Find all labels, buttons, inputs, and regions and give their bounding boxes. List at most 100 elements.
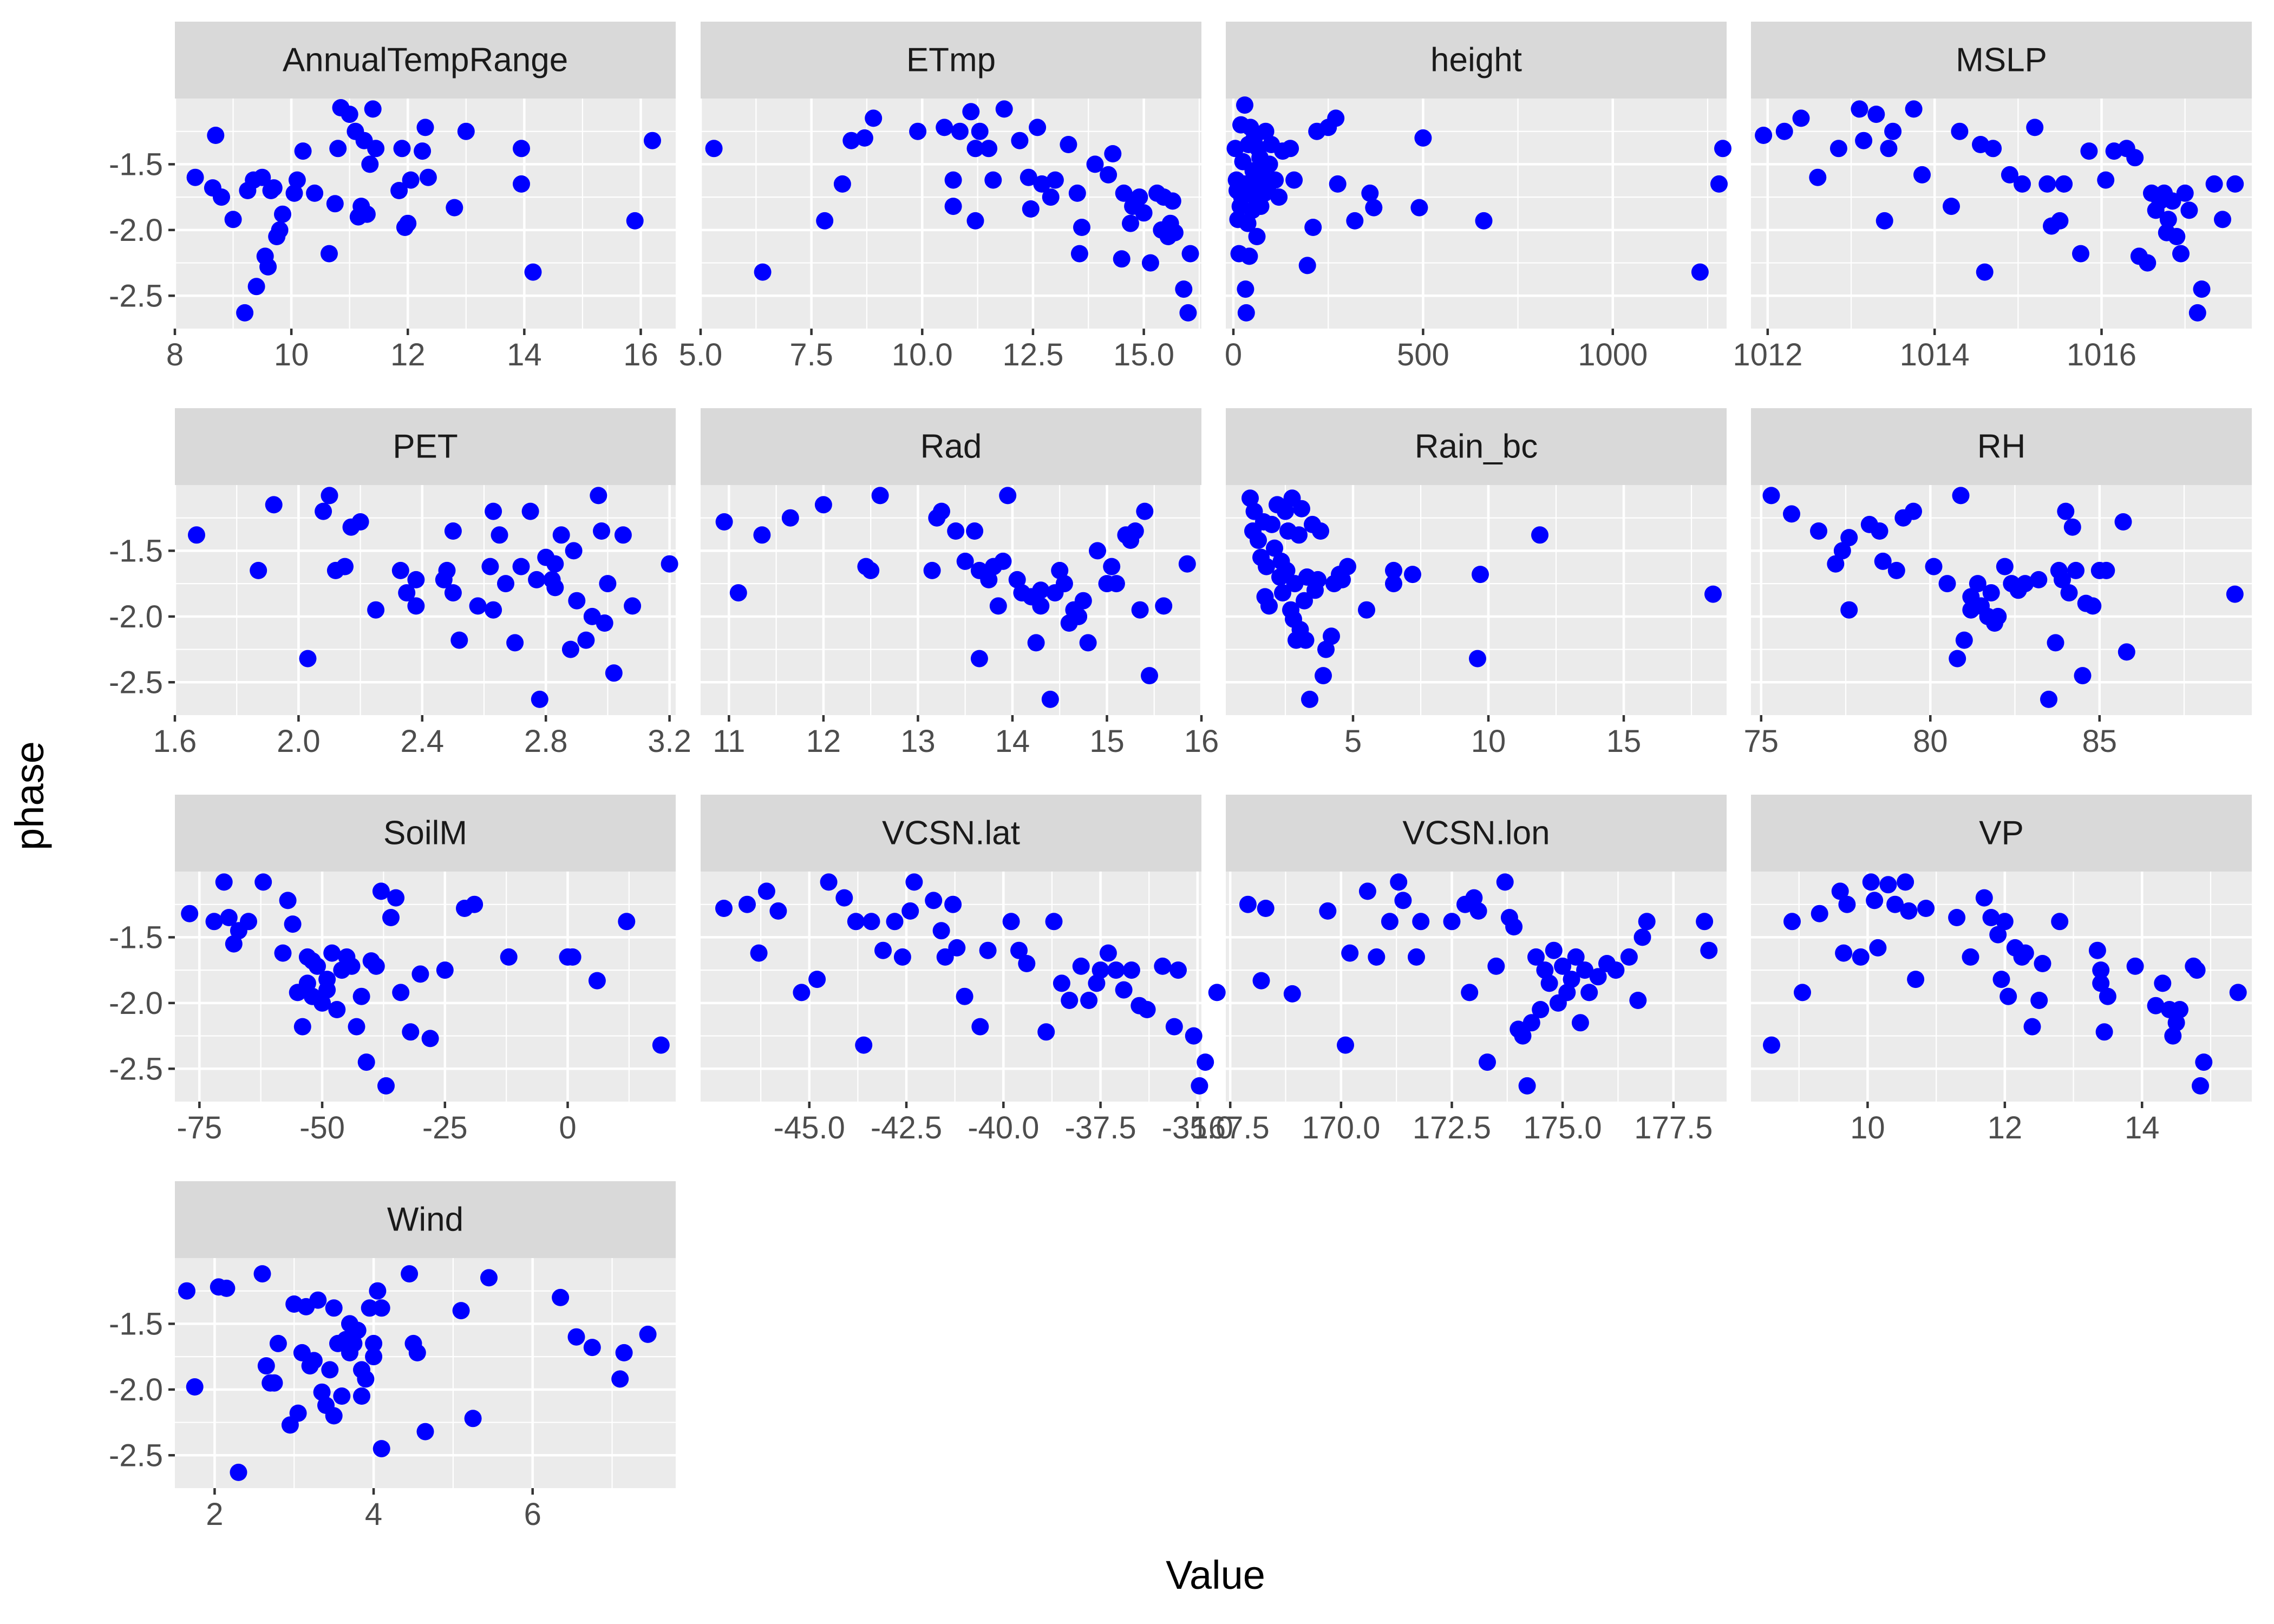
data-point — [1607, 961, 1625, 979]
data-point — [1181, 245, 1199, 263]
data-point — [1783, 505, 1800, 523]
data-point — [639, 1325, 657, 1343]
data-point — [970, 650, 988, 667]
data-point — [497, 575, 514, 593]
data-point — [269, 1334, 287, 1352]
data-point — [980, 571, 998, 588]
data-point — [421, 1030, 439, 1047]
data-point — [2226, 175, 2244, 193]
data-point — [1862, 873, 1880, 891]
data-point — [947, 522, 965, 540]
facet-strip-label: ETmp — [906, 42, 996, 79]
data-point — [862, 561, 880, 579]
data-point — [1691, 263, 1709, 281]
facet-strip-label: Rain_bc — [1415, 428, 1538, 466]
data-point — [901, 902, 919, 920]
data-point — [1469, 902, 1487, 920]
x-tick-label: 6 — [524, 1497, 541, 1532]
data-point — [1239, 895, 1257, 913]
data-point — [341, 106, 358, 123]
facet-vcsn-lat: VCSN.lat -45.0 -42.5 -40.0 -37.5 -35.0 — [701, 795, 1233, 1145]
data-point — [1053, 974, 1070, 992]
data-point — [1996, 913, 2014, 931]
data-point — [318, 981, 336, 999]
data-point — [333, 1387, 351, 1405]
data-point — [513, 175, 530, 193]
data-point — [1115, 981, 1133, 999]
data-point — [1907, 971, 1925, 988]
data-point — [348, 1018, 365, 1036]
data-point — [583, 1339, 601, 1357]
data-point — [2016, 944, 2034, 962]
data-point — [855, 1036, 873, 1054]
data-point — [2014, 175, 2031, 193]
data-point — [524, 263, 542, 281]
data-point — [865, 109, 883, 127]
data-point — [373, 1299, 390, 1317]
data-point — [2168, 228, 2186, 245]
data-point — [240, 913, 257, 931]
data-point — [2205, 175, 2223, 193]
data-point — [2067, 561, 2084, 579]
data-point — [971, 122, 989, 140]
data-point — [1365, 199, 1383, 217]
data-point — [2055, 175, 2073, 193]
facet-strip — [1751, 795, 2252, 872]
data-point — [1952, 487, 1970, 505]
data-point — [285, 184, 303, 202]
data-point — [1762, 487, 1780, 505]
x-tick-label: 10 — [1471, 724, 1506, 759]
data-point — [1154, 957, 1172, 975]
data-point — [1319, 902, 1337, 920]
data-point — [1136, 502, 1154, 520]
data-point — [531, 690, 548, 708]
data-point — [2192, 1077, 2209, 1095]
data-point — [2126, 957, 2144, 975]
data-point — [1951, 122, 1969, 140]
data-point — [661, 555, 678, 573]
facet-rad: Rad 11 12 13 14 15 16 — [701, 408, 1219, 759]
x-tick-label: 0 — [1225, 337, 1242, 372]
data-point — [2097, 171, 2115, 189]
data-point — [512, 558, 530, 575]
data-point — [1131, 188, 1148, 206]
data-point — [1536, 961, 1554, 979]
x-tick-label: 1012 — [1733, 337, 1802, 372]
data-point — [257, 1357, 275, 1375]
data-point — [1241, 489, 1259, 507]
data-point — [1531, 526, 1548, 544]
data-point — [1018, 955, 1036, 972]
data-point — [2167, 1014, 2185, 1032]
data-point — [1714, 140, 1731, 158]
data-point — [2226, 585, 2244, 603]
data-point — [1042, 188, 1060, 206]
data-point — [1505, 918, 1523, 935]
data-point — [1996, 558, 2014, 575]
data-point — [1061, 992, 1079, 1009]
data-point — [2214, 211, 2231, 228]
x-tick-label: 172.5 — [1413, 1110, 1491, 1145]
data-point — [1527, 948, 1545, 966]
data-point — [444, 584, 462, 602]
data-point — [2030, 571, 2048, 588]
data-point — [1165, 1018, 1183, 1036]
data-point — [1620, 948, 1638, 966]
data-point — [966, 522, 984, 540]
x-tick-label: 3.2 — [648, 724, 691, 759]
data-point — [1283, 985, 1301, 1003]
data-point — [1135, 204, 1153, 222]
data-point — [1122, 214, 1139, 232]
facet-strip-label: VCSN.lat — [882, 815, 1020, 852]
data-point — [1252, 198, 1270, 215]
facet-height: height 0 500 1000 — [1225, 22, 1731, 372]
data-point — [568, 592, 586, 610]
data-point — [715, 900, 733, 917]
data-point — [1051, 561, 1069, 579]
data-point — [1103, 558, 1121, 575]
data-point — [2126, 149, 2144, 167]
data-point — [944, 198, 962, 215]
data-point — [230, 1463, 247, 1481]
data-point — [1317, 640, 1335, 658]
y-tick-label: -2.5 — [109, 665, 163, 700]
data-point — [1408, 948, 1425, 966]
